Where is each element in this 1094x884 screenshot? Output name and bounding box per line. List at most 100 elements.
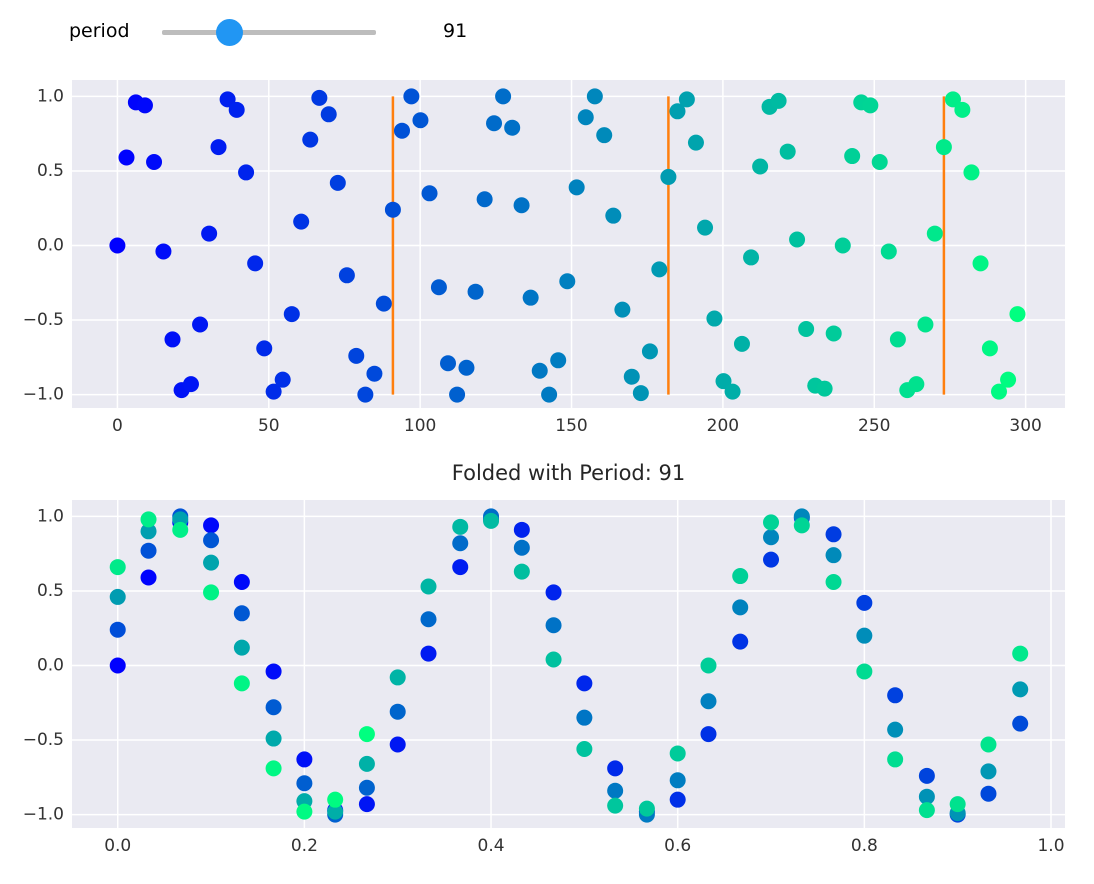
data-point bbox=[991, 383, 1008, 400]
data-point bbox=[700, 657, 717, 674]
data-point bbox=[926, 225, 943, 242]
data-point bbox=[541, 386, 558, 403]
x-tick-label: 0.6 bbox=[664, 836, 691, 856]
y-tick-label: −1.0 bbox=[23, 805, 64, 825]
data-point bbox=[844, 148, 861, 165]
data-point bbox=[302, 131, 319, 148]
data-point bbox=[203, 517, 220, 534]
data-point bbox=[770, 92, 787, 109]
data-point bbox=[607, 760, 624, 777]
data-point bbox=[577, 109, 594, 126]
data-point bbox=[420, 578, 437, 595]
data-point bbox=[972, 255, 989, 272]
data-point bbox=[825, 574, 842, 590]
data-point bbox=[203, 584, 220, 601]
slider-knob[interactable] bbox=[216, 19, 243, 46]
data-point bbox=[651, 261, 668, 278]
data-point bbox=[908, 376, 925, 393]
data-point bbox=[522, 289, 539, 306]
data-point bbox=[871, 154, 888, 170]
data-point bbox=[430, 279, 447, 296]
data-point bbox=[513, 539, 530, 556]
data-point bbox=[789, 231, 806, 248]
slider-track[interactable] bbox=[162, 30, 376, 35]
data-point bbox=[366, 365, 383, 382]
data-point bbox=[576, 709, 593, 726]
data-point bbox=[798, 320, 815, 337]
data-point bbox=[219, 91, 236, 108]
data-point bbox=[596, 127, 613, 144]
data-point bbox=[265, 699, 282, 716]
data-point bbox=[140, 569, 157, 586]
data-point bbox=[293, 213, 310, 230]
data-point bbox=[182, 376, 199, 393]
x-tick-label: 100 bbox=[404, 416, 436, 436]
data-point bbox=[793, 517, 810, 534]
data-point bbox=[935, 139, 952, 156]
y-tick-label: 0.5 bbox=[37, 161, 64, 181]
data-point bbox=[389, 703, 406, 720]
x-tick-label: 200 bbox=[707, 416, 739, 436]
data-point bbox=[421, 185, 438, 202]
data-point bbox=[856, 627, 873, 644]
data-point bbox=[136, 97, 153, 114]
data-point bbox=[607, 797, 624, 814]
data-point bbox=[327, 803, 344, 820]
data-point bbox=[109, 237, 126, 254]
data-point bbox=[504, 119, 521, 136]
data-point bbox=[531, 362, 548, 379]
data-point bbox=[452, 518, 469, 535]
data-point bbox=[779, 143, 796, 160]
data-point bbox=[586, 88, 603, 105]
data-point bbox=[389, 669, 406, 686]
data-point bbox=[614, 301, 631, 318]
data-point bbox=[752, 158, 769, 175]
data-point bbox=[669, 745, 686, 762]
data-point bbox=[856, 663, 873, 680]
data-point bbox=[265, 663, 282, 680]
data-point bbox=[889, 331, 906, 348]
data-point bbox=[743, 249, 760, 266]
x-tick-label: 1.0 bbox=[1037, 836, 1064, 856]
data-point bbox=[320, 106, 337, 123]
y-tick-label: 0.0 bbox=[37, 655, 64, 675]
data-point bbox=[327, 791, 344, 808]
data-point bbox=[763, 529, 780, 546]
slider-label: period bbox=[69, 20, 130, 42]
data-point bbox=[155, 243, 172, 260]
data-point bbox=[384, 201, 401, 218]
data-point bbox=[495, 88, 512, 105]
data-point bbox=[109, 588, 126, 605]
data-point bbox=[825, 547, 842, 564]
data-point bbox=[724, 383, 741, 400]
y-tick-label: 0.5 bbox=[37, 581, 64, 601]
data-point bbox=[452, 535, 469, 552]
data-point bbox=[763, 514, 780, 531]
data-point bbox=[265, 383, 282, 400]
data-point bbox=[449, 386, 466, 403]
data-point bbox=[862, 97, 879, 114]
data-point bbox=[706, 310, 723, 327]
data-point bbox=[825, 325, 842, 342]
data-point bbox=[980, 785, 997, 802]
data-point bbox=[825, 526, 842, 543]
data-point bbox=[732, 599, 749, 616]
data-point bbox=[545, 584, 562, 601]
data-point bbox=[545, 617, 562, 634]
data-point bbox=[358, 779, 375, 796]
data-point bbox=[887, 687, 904, 704]
data-point bbox=[917, 316, 934, 333]
data-point bbox=[623, 368, 640, 385]
data-point bbox=[375, 295, 392, 312]
data-point bbox=[918, 788, 935, 805]
data-point bbox=[856, 594, 873, 611]
data-point bbox=[283, 306, 300, 323]
data-point bbox=[412, 112, 429, 129]
data-point bbox=[669, 103, 686, 120]
data-point bbox=[140, 511, 157, 528]
data-point bbox=[700, 726, 717, 743]
data-point bbox=[513, 521, 530, 538]
data-point bbox=[834, 237, 851, 254]
data-point bbox=[732, 568, 749, 585]
